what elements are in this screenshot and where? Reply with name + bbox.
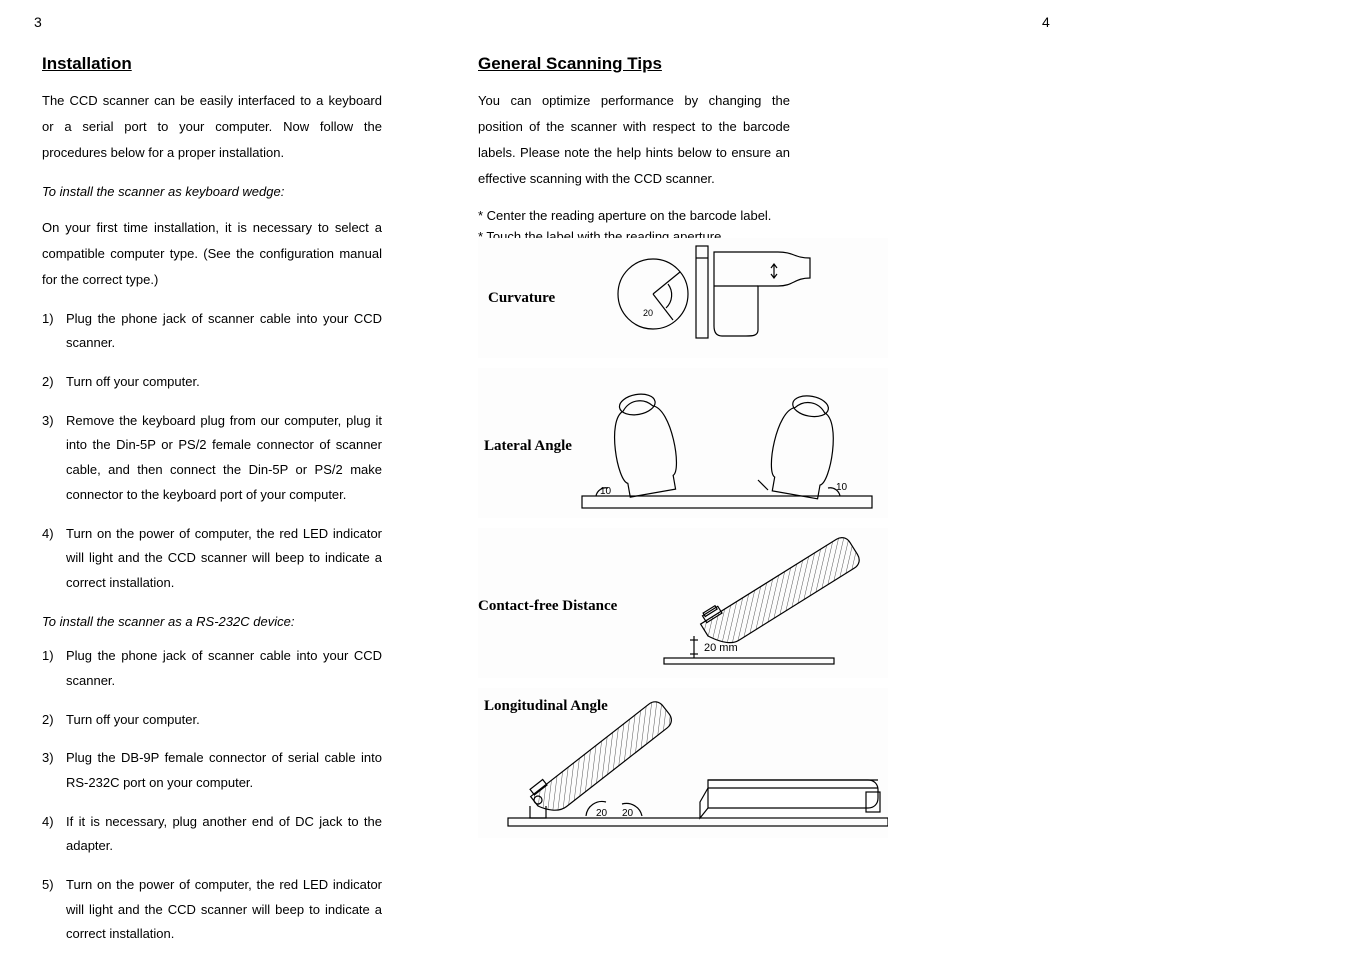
contact-distance-text: 20 mm [704, 642, 738, 654]
rs-subtitle: To install the scanner as a RS-232C devi… [42, 610, 450, 635]
step-text: Plug the phone jack of scanner cable int… [66, 644, 382, 693]
long-right-angle: 20 [622, 808, 634, 819]
step-text: Plug the phone jack of scanner cable int… [66, 307, 382, 356]
longitudinal-diagram: Longitudinal Angle [478, 688, 888, 838]
tips-intro: You can optimize performance by changing… [478, 88, 790, 192]
step-text: Plug the DB-9P female connector of seria… [66, 746, 382, 795]
list-item: 1)Plug the phone jack of scanner cable i… [42, 307, 382, 356]
step-text: Turn on the power of computer, the red L… [66, 873, 382, 947]
step-text: Turn on the power of computer, the red L… [66, 522, 382, 596]
list-item: 1)Plug the phone jack of scanner cable i… [42, 644, 382, 693]
contact-diagram: Contact-free Distance 2 [478, 528, 888, 678]
rs-steps-list: 1)Plug the phone jack of scanner cable i… [42, 644, 382, 947]
list-item: 4)Turn on the power of computer, the red… [42, 522, 382, 596]
list-item: 4)If it is necessary, plug another end o… [42, 810, 382, 859]
curvature-label: Curvature [488, 290, 555, 307]
step-text: Remove the keyboard plug from our comput… [66, 409, 382, 508]
installation-title: Installation [42, 54, 450, 74]
curvature-diagram: Curvature 20 [478, 238, 888, 358]
step-number: 4) [42, 810, 66, 859]
step-number: 1) [42, 644, 66, 693]
step-number: 2) [42, 370, 66, 395]
list-item: 2)Turn off your computer. [42, 370, 382, 395]
step-number: 5) [42, 873, 66, 947]
lateral-diagram: Lateral Angle 10 10 [478, 368, 888, 518]
list-item: 2)Turn off your computer. [42, 708, 382, 733]
installation-intro: The CCD scanner can be easily interfaced… [42, 88, 382, 166]
step-text: If it is necessary, plug another end of … [66, 810, 382, 859]
step-number: 3) [42, 746, 66, 795]
page-number-right: 4 [1042, 14, 1050, 30]
tip-item: * Center the reading aperture on the bar… [478, 206, 798, 227]
left-page: Installation The CCD scanner can be easi… [30, 0, 450, 954]
kw-steps-list: 1)Plug the phone jack of scanner cable i… [42, 307, 382, 596]
list-item: 3)Plug the DB-9P female connector of ser… [42, 746, 382, 795]
step-text: Turn off your computer. [66, 708, 382, 733]
kw-subtitle: To install the scanner as keyboard wedge… [42, 180, 450, 205]
list-item: 3)Remove the keyboard plug from our comp… [42, 409, 382, 508]
step-number: 3) [42, 409, 66, 508]
long-left-angle: 20 [596, 808, 608, 819]
lateral-label: Lateral Angle [484, 438, 572, 455]
step-number: 2) [42, 708, 66, 733]
kw-intro: On your first time installation, it is n… [42, 215, 382, 293]
longitudinal-label: Longitudinal Angle [484, 698, 608, 715]
contact-label: Contact-free Distance [478, 598, 617, 615]
step-number: 4) [42, 522, 66, 596]
diagram-region: Curvature 20 [478, 238, 888, 848]
step-number: 1) [42, 307, 66, 356]
tips-title: General Scanning Tips [478, 54, 898, 74]
list-item: 5)Turn on the power of computer, the red… [42, 873, 382, 947]
step-text: Turn off your computer. [66, 370, 382, 395]
curvature-angle-text: 20 [643, 308, 653, 318]
